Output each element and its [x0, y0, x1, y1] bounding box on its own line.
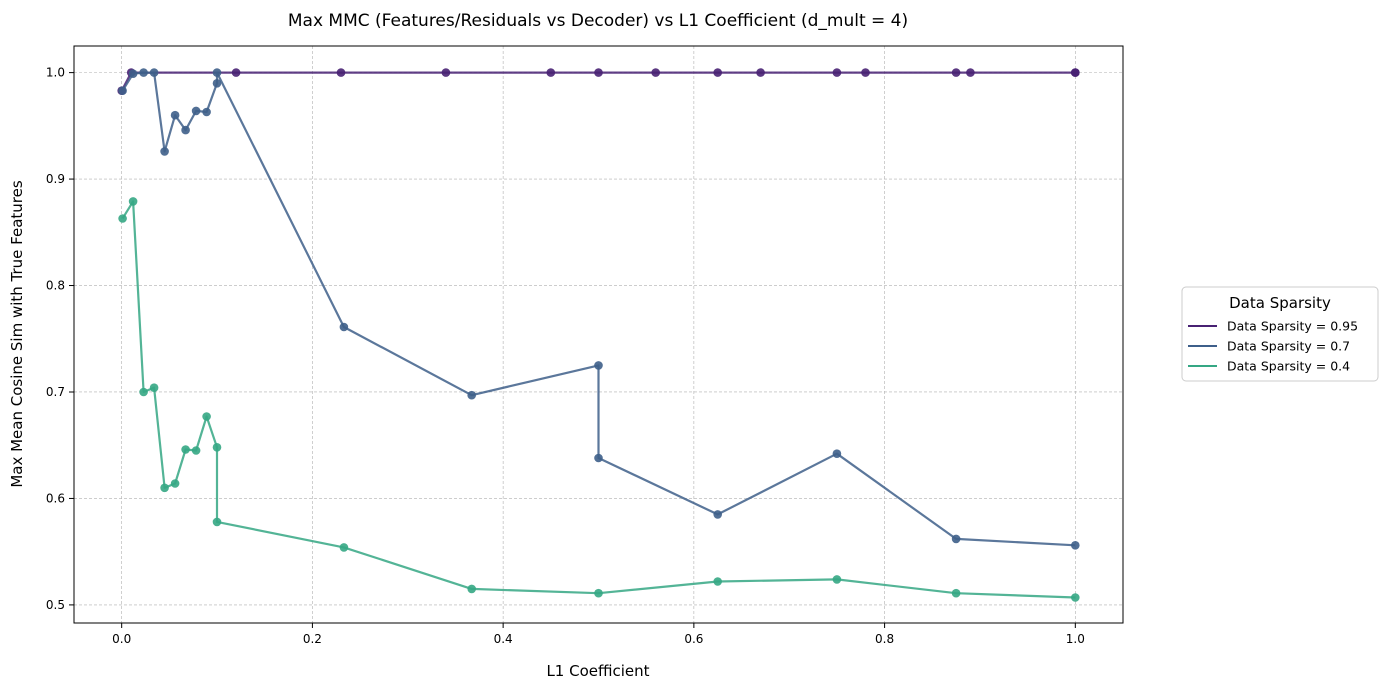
- data-point: [339, 543, 349, 552]
- y-tick-label: 0.8: [46, 279, 65, 293]
- data-point: [149, 68, 159, 77]
- data-point: [951, 588, 961, 598]
- data-point: [181, 445, 190, 454]
- legend-frame: [1181, 286, 1379, 382]
- x-tick-label: 0.0: [112, 632, 131, 646]
- data-point: [713, 577, 722, 586]
- data-point: [594, 453, 603, 463]
- data-point: [1071, 593, 1080, 602]
- data-point: [170, 110, 180, 120]
- data-point: [713, 510, 722, 519]
- data-point: [951, 534, 961, 544]
- data-point: [861, 68, 870, 77]
- data-point: [441, 68, 451, 77]
- data-point: [139, 68, 148, 77]
- y-axis-label: Max Mean Cosine Sim with True Features: [8, 180, 26, 488]
- data-point: [118, 86, 127, 95]
- data-point: [832, 68, 842, 77]
- x-tick-label: 0.8: [875, 632, 894, 646]
- data-point: [951, 68, 961, 77]
- x-axis-label: L1 Coefficient: [546, 662, 649, 680]
- legend-entry-label: Data Sparsity = 0.4: [1227, 359, 1350, 374]
- data-point: [149, 383, 159, 393]
- data-point: [594, 361, 603, 370]
- data-point: [128, 197, 138, 206]
- data-point: [160, 483, 169, 493]
- data-point: [139, 387, 148, 397]
- plot-frame: [73, 45, 1124, 624]
- y-tick-label: 1.0: [46, 66, 65, 80]
- data-point: [651, 68, 660, 77]
- data-point: [594, 588, 603, 598]
- chart-title: Max MMC (Features/Residuals vs Decoder) …: [288, 11, 908, 31]
- y-tick-label: 0.6: [46, 491, 65, 505]
- data-point: [118, 214, 127, 223]
- data-point: [191, 106, 201, 116]
- data-point: [594, 68, 603, 77]
- data-point: [231, 68, 241, 77]
- series-3: [118, 197, 1080, 602]
- legend-entry-label: Data Sparsity = 0.7: [1227, 339, 1350, 354]
- data-point: [467, 390, 477, 400]
- data-point: [160, 147, 169, 156]
- data-point: [170, 479, 180, 488]
- data-point: [191, 446, 201, 455]
- series-2: [118, 68, 1080, 550]
- y-axis-ticks: 0.5 0.6 0.7 0.8 0.9 1.0: [46, 66, 74, 612]
- x-axis-ticks: 0.0 0.2 0.4 0.6 0.8 1.0: [112, 623, 1085, 646]
- data-point: [212, 79, 222, 88]
- grid: [74, 46, 1123, 623]
- data-point: [966, 68, 975, 77]
- data-point: [202, 412, 211, 421]
- data-point: [467, 584, 477, 594]
- legend-title: Data Sparsity: [1229, 294, 1331, 312]
- series-1: [117, 68, 1080, 95]
- data-point: [212, 68, 222, 77]
- y-tick-label: 0.7: [46, 385, 65, 399]
- data-point: [1071, 541, 1080, 550]
- data-point: [756, 68, 765, 77]
- series-line: [121, 71, 1076, 547]
- y-tick-label: 0.9: [46, 172, 65, 186]
- data-point: [832, 449, 842, 459]
- data-point: [713, 68, 722, 77]
- data-point: [212, 443, 222, 452]
- data-point: [339, 322, 349, 332]
- x-tick-label: 1.0: [1066, 632, 1085, 646]
- data-point: [202, 107, 211, 117]
- x-tick-label: 0.6: [684, 632, 703, 646]
- data-point: [832, 575, 842, 584]
- legend-entries: Data Sparsity = 0.95 Data Sparsity = 0.7 D…: [1188, 319, 1358, 374]
- data-point: [546, 68, 556, 77]
- x-tick-label: 0.2: [303, 632, 322, 646]
- y-tick-label: 0.5: [46, 598, 65, 612]
- data-point: [336, 68, 346, 77]
- x-tick-label: 0.4: [494, 632, 513, 646]
- data-point: [181, 125, 190, 135]
- data-point: [212, 517, 222, 527]
- series-layer: [117, 68, 1080, 602]
- data-point: [1071, 68, 1080, 77]
- legend-entry-label: Data Sparsity = 0.95: [1227, 319, 1358, 334]
- data-point: [128, 69, 138, 78]
